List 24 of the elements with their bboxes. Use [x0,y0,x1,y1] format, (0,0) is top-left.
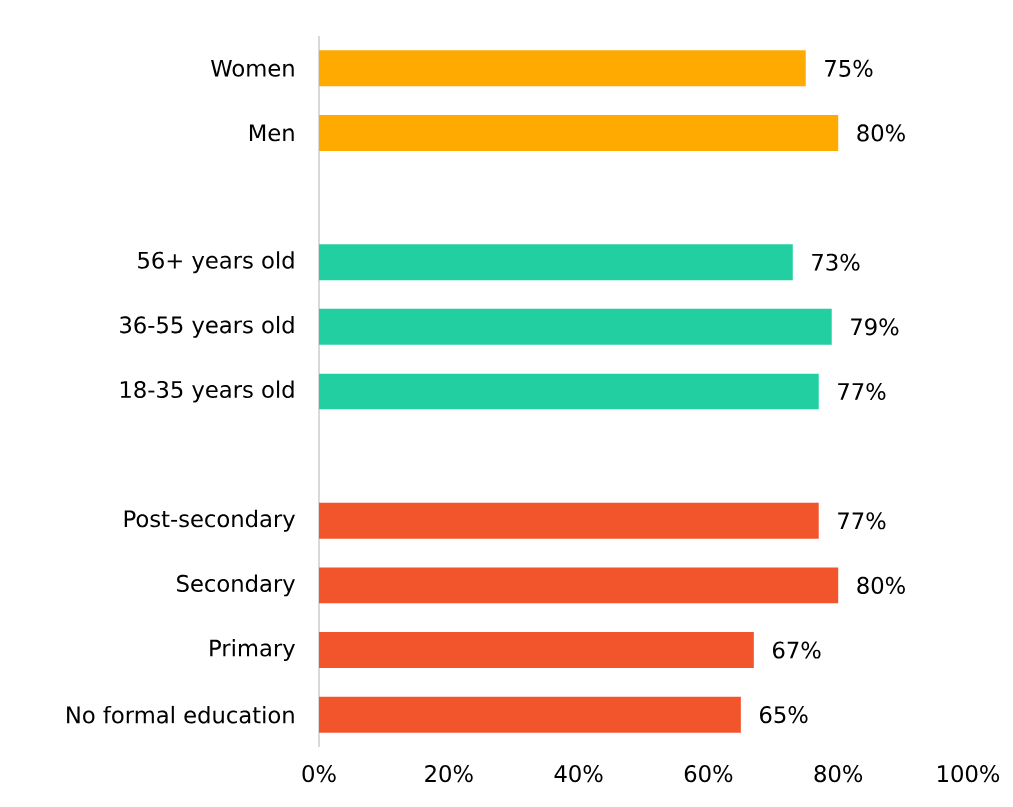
x-tick-label: 40% [554,765,603,783]
x-tick-label: 60% [684,765,733,783]
y-tick-label: Women [211,59,294,77]
data-label: 65% [760,706,808,724]
y-tick-label: Primary [210,639,295,662]
data-label: 75% [825,59,873,77]
x-tick-label: 80% [814,765,863,783]
y-tick-label: 18-35 years old [120,380,294,403]
y-tick-label: Post-secondary [124,509,295,532]
y-tick-label: Men [249,124,294,142]
y-tick-label: No formal education [67,705,294,724]
data-label: 80% [857,124,905,142]
y-tick-label: 56+ years old [138,251,294,274]
data-label: 80% [857,576,905,594]
data-label: 77% [838,512,886,530]
x-tick-label: 20% [425,765,473,783]
x-tick-label: 0% [302,765,336,783]
data-label: 79% [851,318,899,336]
data-label: 77% [838,382,886,401]
data-label: 67% [773,641,821,659]
data-label: 73% [812,253,860,271]
y-tick-label: 36-55 years old [120,315,294,338]
x-tick-label: 100% [938,765,1000,783]
y-tick-label: Secondary [177,574,295,597]
